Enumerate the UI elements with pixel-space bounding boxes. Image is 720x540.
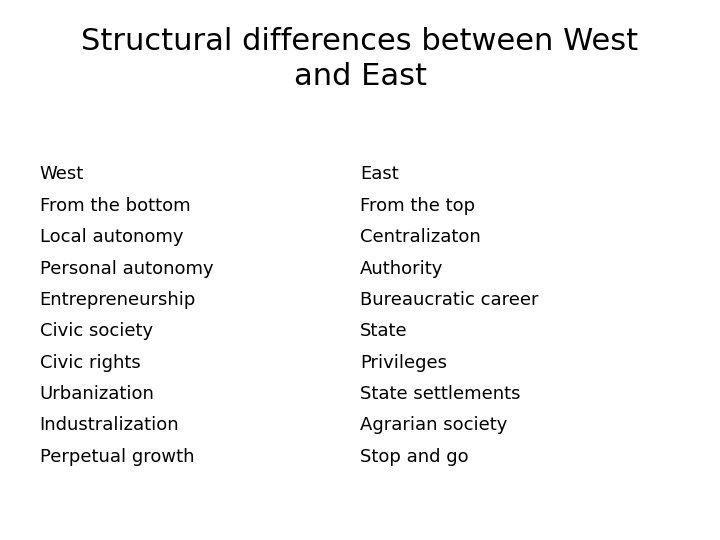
Text: From the top: From the top bbox=[360, 197, 475, 215]
Text: Civic rights: Civic rights bbox=[40, 354, 140, 372]
Text: State settlements: State settlements bbox=[360, 385, 521, 403]
Text: Bureaucratic career: Bureaucratic career bbox=[360, 291, 539, 309]
Text: Entrepreneurship: Entrepreneurship bbox=[40, 291, 196, 309]
Text: Authority: Authority bbox=[360, 260, 444, 278]
Text: Centralizaton: Centralizaton bbox=[360, 228, 481, 246]
Text: Privileges: Privileges bbox=[360, 354, 447, 372]
Text: Civic society: Civic society bbox=[40, 322, 153, 340]
Text: Industralization: Industralization bbox=[40, 416, 179, 434]
Text: West: West bbox=[40, 165, 84, 183]
Text: Agrarian society: Agrarian society bbox=[360, 416, 508, 434]
Text: From the bottom: From the bottom bbox=[40, 197, 190, 215]
Text: Urbanization: Urbanization bbox=[40, 385, 155, 403]
Text: Structural differences between West
and East: Structural differences between West and … bbox=[81, 27, 639, 91]
Text: Perpetual growth: Perpetual growth bbox=[40, 448, 194, 465]
Text: East: East bbox=[360, 165, 399, 183]
Text: Stop and go: Stop and go bbox=[360, 448, 469, 465]
Text: Personal autonomy: Personal autonomy bbox=[40, 260, 213, 278]
Text: Local autonomy: Local autonomy bbox=[40, 228, 183, 246]
Text: State: State bbox=[360, 322, 408, 340]
